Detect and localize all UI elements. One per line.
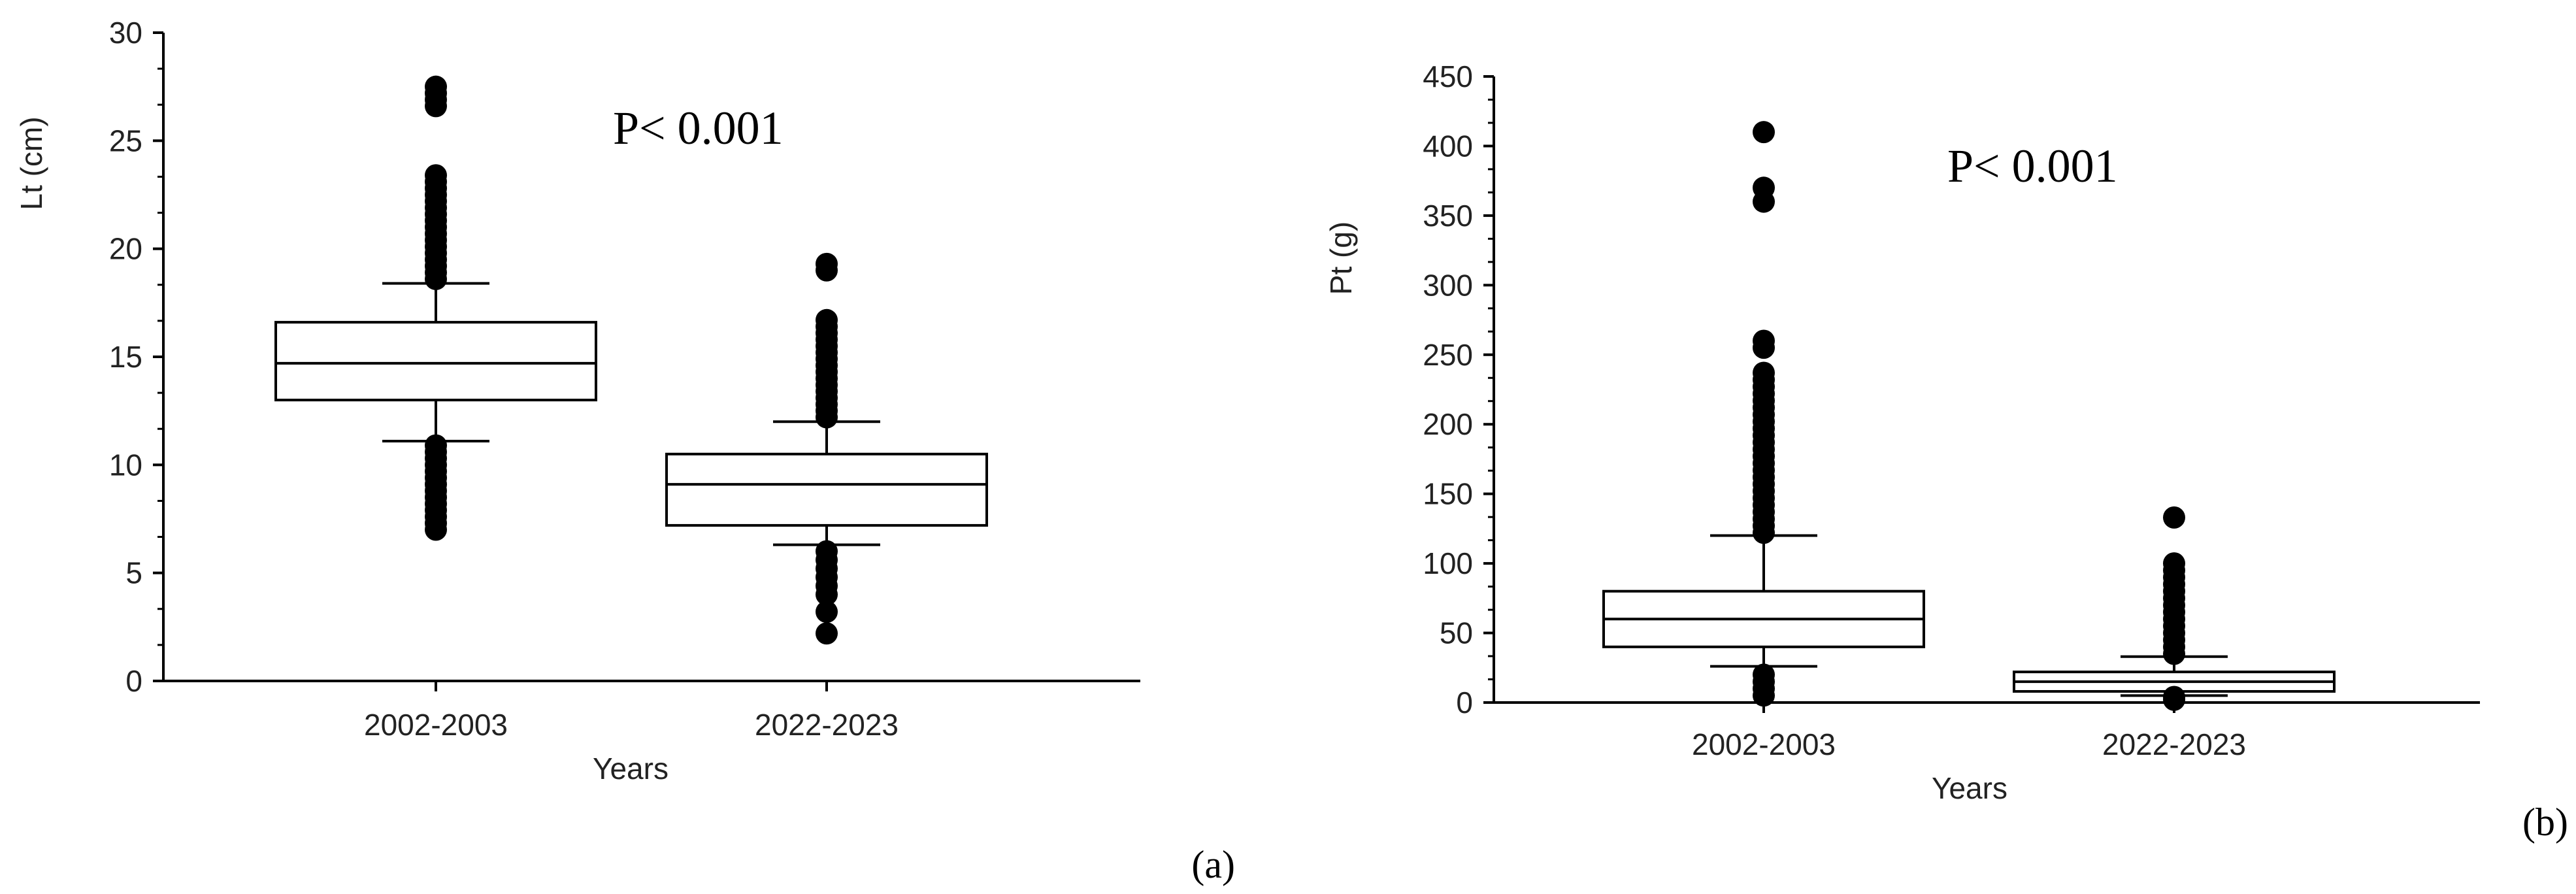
outlier-point	[816, 540, 838, 563]
chart-panel-a: 0 5 10 15 20 25 30 2002-2003 2022-2023 Lt (cm) Y…	[14, 16, 1235, 886]
outlier-point	[816, 622, 838, 645]
outlier-point	[1753, 361, 1775, 384]
outlier-point	[425, 75, 447, 98]
y-tick-label: 400	[1423, 129, 1473, 163]
y-tick-label: 30	[109, 16, 142, 50]
y-tick-label: 250	[1423, 338, 1473, 372]
y-tick-label: 300	[1423, 268, 1473, 302]
outlier-point	[2163, 506, 2185, 529]
x-axis-label-b: Years	[1932, 771, 2007, 805]
plot-area-a: 0 5 10 15 20 25 30 2002-2003 2022-2023	[109, 16, 1140, 742]
y-tick-label: 450	[1423, 59, 1473, 93]
outlier-point	[816, 252, 838, 275]
chart-panel-b: 0 50 100 150 200 250 300 350 400 450 2002-2003 2022…	[1324, 59, 2568, 844]
y-axis-label-a: Lt (cm)	[14, 116, 48, 210]
y-tick-label: 5	[125, 556, 142, 590]
panel-label-b: (b)	[2522, 801, 2568, 844]
x-tick-label: 2002-2003	[1692, 727, 1836, 761]
outlier-point	[2163, 686, 2185, 708]
outlier-point	[425, 434, 447, 457]
x-axis-label-a: Years	[593, 752, 669, 786]
y-tick-label: 200	[1423, 407, 1473, 441]
y-tick-label: 0	[1456, 686, 1473, 720]
outlier-point	[1753, 121, 1775, 144]
x-tick-label: 2022-2023	[2102, 727, 2246, 761]
outlier-point	[425, 164, 447, 187]
y-tick-label: 25	[109, 124, 142, 157]
x-tick-label: 2002-2003	[364, 708, 508, 742]
outlier-point	[1753, 176, 1775, 199]
y-tick-label: 20	[109, 232, 142, 266]
y-tick-label: 15	[109, 340, 142, 374]
outlier-point	[1753, 329, 1775, 352]
annotation-b: P< 0.001	[1947, 140, 2118, 192]
panel-label-a: (a)	[1191, 843, 1235, 886]
box-iqr	[665, 452, 988, 527]
y-tick-label: 150	[1423, 477, 1473, 511]
outlier-point	[816, 601, 838, 623]
y-tick-label: 100	[1423, 546, 1473, 580]
y-tick-label: 350	[1423, 199, 1473, 233]
annotation-a: P< 0.001	[613, 102, 784, 154]
x-tick-label: 2022-2023	[755, 708, 899, 742]
y-axis-label-b: Pt (g)	[1324, 222, 1358, 295]
plot-area-b: 0 50 100 150 200 250 300 350 400 450 2002-2003 2022…	[1423, 59, 2480, 761]
box-iqr	[274, 321, 597, 402]
y-tick-label: 0	[125, 664, 142, 698]
outlier-point	[816, 308, 838, 331]
outlier-point	[1753, 663, 1775, 686]
y-tick-label: 50	[1440, 616, 1473, 650]
y-tick-label: 10	[109, 448, 142, 482]
outlier-point	[2163, 552, 2185, 575]
